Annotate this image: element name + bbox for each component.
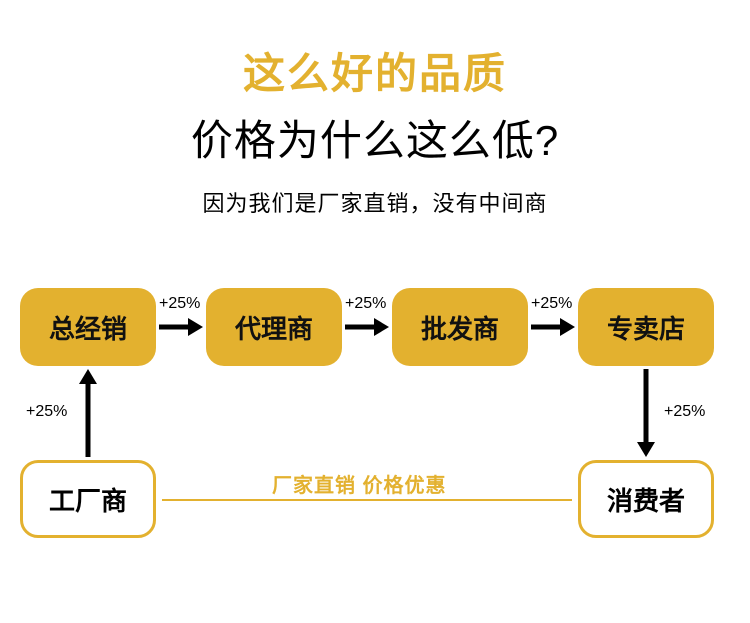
pct-a2: +25% bbox=[345, 295, 386, 313]
node-n2: 批发商 bbox=[392, 288, 528, 366]
header: 这么好的品质 价格为什么这么低? 因为我们是厂家直销，没有中间商 bbox=[0, 0, 750, 218]
title-line-1: 这么好的品质 bbox=[0, 40, 750, 101]
node-n5: 消费者 bbox=[578, 460, 714, 538]
direct-label: 厂家直销 价格优惠 bbox=[272, 469, 447, 498]
flow-diagram: 总经销代理商批发商专卖店工厂商 消费者 +25% +25% +25% +25% +… bbox=[0, 280, 750, 600]
pct-a3: +25% bbox=[531, 295, 572, 313]
node-n4: 工厂商 bbox=[20, 460, 156, 538]
pct-a1: +25% bbox=[159, 295, 200, 313]
pct-a5: +25% bbox=[664, 403, 705, 421]
subtitle: 因为我们是厂家直销，没有中间商 bbox=[0, 186, 750, 218]
arrow-a5 bbox=[634, 368, 658, 458]
title-line-2: 价格为什么这么低? bbox=[0, 107, 750, 168]
arrow-a1 bbox=[158, 315, 204, 339]
arrow-a4 bbox=[76, 368, 100, 458]
node-n1: 代理商 bbox=[206, 288, 342, 366]
direct-line bbox=[162, 499, 572, 501]
node-n0: 总经销 bbox=[20, 288, 156, 366]
arrow-a3 bbox=[530, 315, 576, 339]
pct-a4: +25% bbox=[26, 403, 67, 421]
node-n3: 专卖店 bbox=[578, 288, 714, 366]
arrow-a2 bbox=[344, 315, 390, 339]
